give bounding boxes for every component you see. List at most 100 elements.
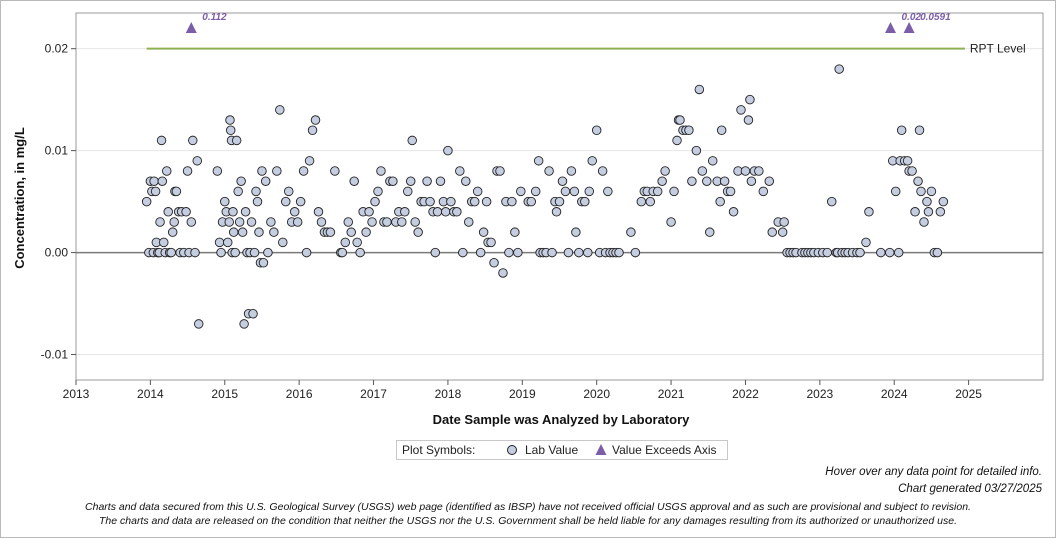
scatter-chart: RPT Level 2013 2014 2015 2016 2017 2018 2019 20… bbox=[12, 12, 1044, 427]
data-point bbox=[260, 176, 271, 186]
data-point bbox=[400, 207, 410, 217]
data-point bbox=[475, 247, 486, 258]
data-point bbox=[669, 186, 679, 197]
data-point bbox=[278, 237, 288, 248]
data-point bbox=[269, 227, 279, 237]
data-point bbox=[464, 217, 474, 227]
data-point bbox=[826, 196, 837, 207]
data-point bbox=[216, 247, 226, 258]
data-point bbox=[166, 247, 176, 258]
data-point bbox=[425, 196, 435, 207]
data-point bbox=[566, 166, 577, 176]
reference-line: RPT Level bbox=[146, 42, 1026, 56]
data-point bbox=[455, 166, 465, 176]
data-point bbox=[926, 186, 937, 197]
data-point bbox=[343, 217, 353, 227]
data-point bbox=[896, 125, 907, 135]
data-point bbox=[767, 227, 777, 237]
data-point bbox=[292, 217, 303, 227]
x-axis-title: Date Sample was Analyzed by Laboratory bbox=[433, 412, 690, 427]
data-point bbox=[458, 247, 468, 258]
data-point bbox=[257, 166, 267, 176]
data-point bbox=[225, 115, 235, 125]
data-point bbox=[307, 125, 318, 135]
data-point bbox=[240, 207, 251, 217]
data-point bbox=[478, 227, 489, 237]
data-point bbox=[349, 176, 359, 186]
y-tick-label: 0.01 bbox=[45, 144, 69, 158]
data-point bbox=[705, 227, 715, 237]
data-point bbox=[510, 227, 520, 237]
data-point bbox=[298, 166, 309, 176]
data-point bbox=[587, 156, 597, 166]
data-point bbox=[557, 176, 568, 186]
data-point bbox=[745, 94, 755, 105]
data-point bbox=[922, 196, 932, 207]
data-point bbox=[167, 227, 178, 237]
data-point bbox=[544, 166, 554, 176]
data-point bbox=[495, 166, 505, 176]
data-point bbox=[728, 207, 739, 217]
data-point bbox=[533, 156, 544, 166]
data-point bbox=[228, 207, 238, 217]
data-point bbox=[413, 227, 423, 237]
data-point bbox=[272, 166, 282, 176]
data-point bbox=[716, 125, 727, 135]
data-point bbox=[914, 125, 925, 135]
data-point bbox=[337, 247, 348, 258]
legend-circle-icon bbox=[507, 445, 517, 455]
data-point bbox=[719, 176, 730, 186]
disclaimer-line-1: Charts and data secured from this U.S. G… bbox=[85, 501, 971, 513]
data-point bbox=[777, 227, 788, 237]
data-point bbox=[910, 207, 920, 217]
data-point bbox=[301, 247, 312, 258]
data-point bbox=[181, 207, 191, 217]
data-point bbox=[443, 145, 453, 156]
data-point bbox=[430, 247, 441, 258]
data-point bbox=[861, 237, 871, 248]
data-point bbox=[684, 125, 694, 135]
data-point bbox=[547, 247, 557, 258]
legend-lab-value: Lab Value bbox=[525, 443, 578, 457]
data-point bbox=[740, 166, 751, 176]
x-tick-label: 2023 bbox=[806, 387, 833, 401]
x-tick-label: 2025 bbox=[955, 387, 982, 401]
data-point bbox=[516, 186, 526, 197]
data-point bbox=[432, 207, 443, 217]
data-point bbox=[938, 196, 949, 207]
data-point bbox=[890, 186, 901, 197]
data-point bbox=[352, 237, 362, 248]
x-tick-label: 2013 bbox=[63, 387, 90, 401]
legend-exceeds: Value Exceeds Axis bbox=[612, 443, 717, 457]
data-point bbox=[597, 166, 608, 176]
data-point bbox=[150, 186, 161, 197]
data-point bbox=[446, 196, 456, 207]
data-point bbox=[231, 135, 242, 146]
data-point bbox=[239, 319, 249, 329]
data-point bbox=[435, 176, 446, 186]
x-tick-label: 2022 bbox=[732, 387, 759, 401]
data-point bbox=[779, 217, 789, 227]
data-point bbox=[822, 247, 833, 258]
data-point bbox=[652, 186, 663, 197]
data-point bbox=[498, 268, 508, 278]
data-points bbox=[141, 64, 949, 329]
data-point bbox=[330, 166, 340, 176]
x-tick-label: 2020 bbox=[583, 387, 610, 401]
data-point bbox=[388, 176, 398, 186]
data-point bbox=[155, 217, 165, 227]
data-point bbox=[935, 207, 946, 217]
data-point bbox=[560, 186, 571, 197]
data-point bbox=[591, 125, 602, 135]
data-point bbox=[481, 196, 492, 207]
data-point bbox=[190, 247, 200, 258]
data-point bbox=[504, 247, 514, 258]
data-point bbox=[675, 115, 685, 125]
data-point bbox=[233, 186, 243, 197]
data-point bbox=[237, 227, 248, 237]
exceeds-axis-triangle bbox=[185, 22, 197, 33]
data-point bbox=[574, 247, 584, 258]
data-point bbox=[405, 176, 416, 186]
data-point bbox=[452, 207, 462, 217]
data-point bbox=[295, 196, 306, 207]
